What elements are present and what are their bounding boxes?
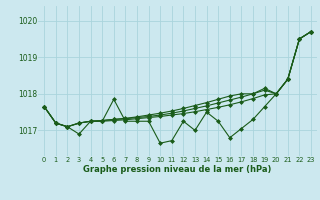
X-axis label: Graphe pression niveau de la mer (hPa): Graphe pression niveau de la mer (hPa): [84, 165, 272, 174]
